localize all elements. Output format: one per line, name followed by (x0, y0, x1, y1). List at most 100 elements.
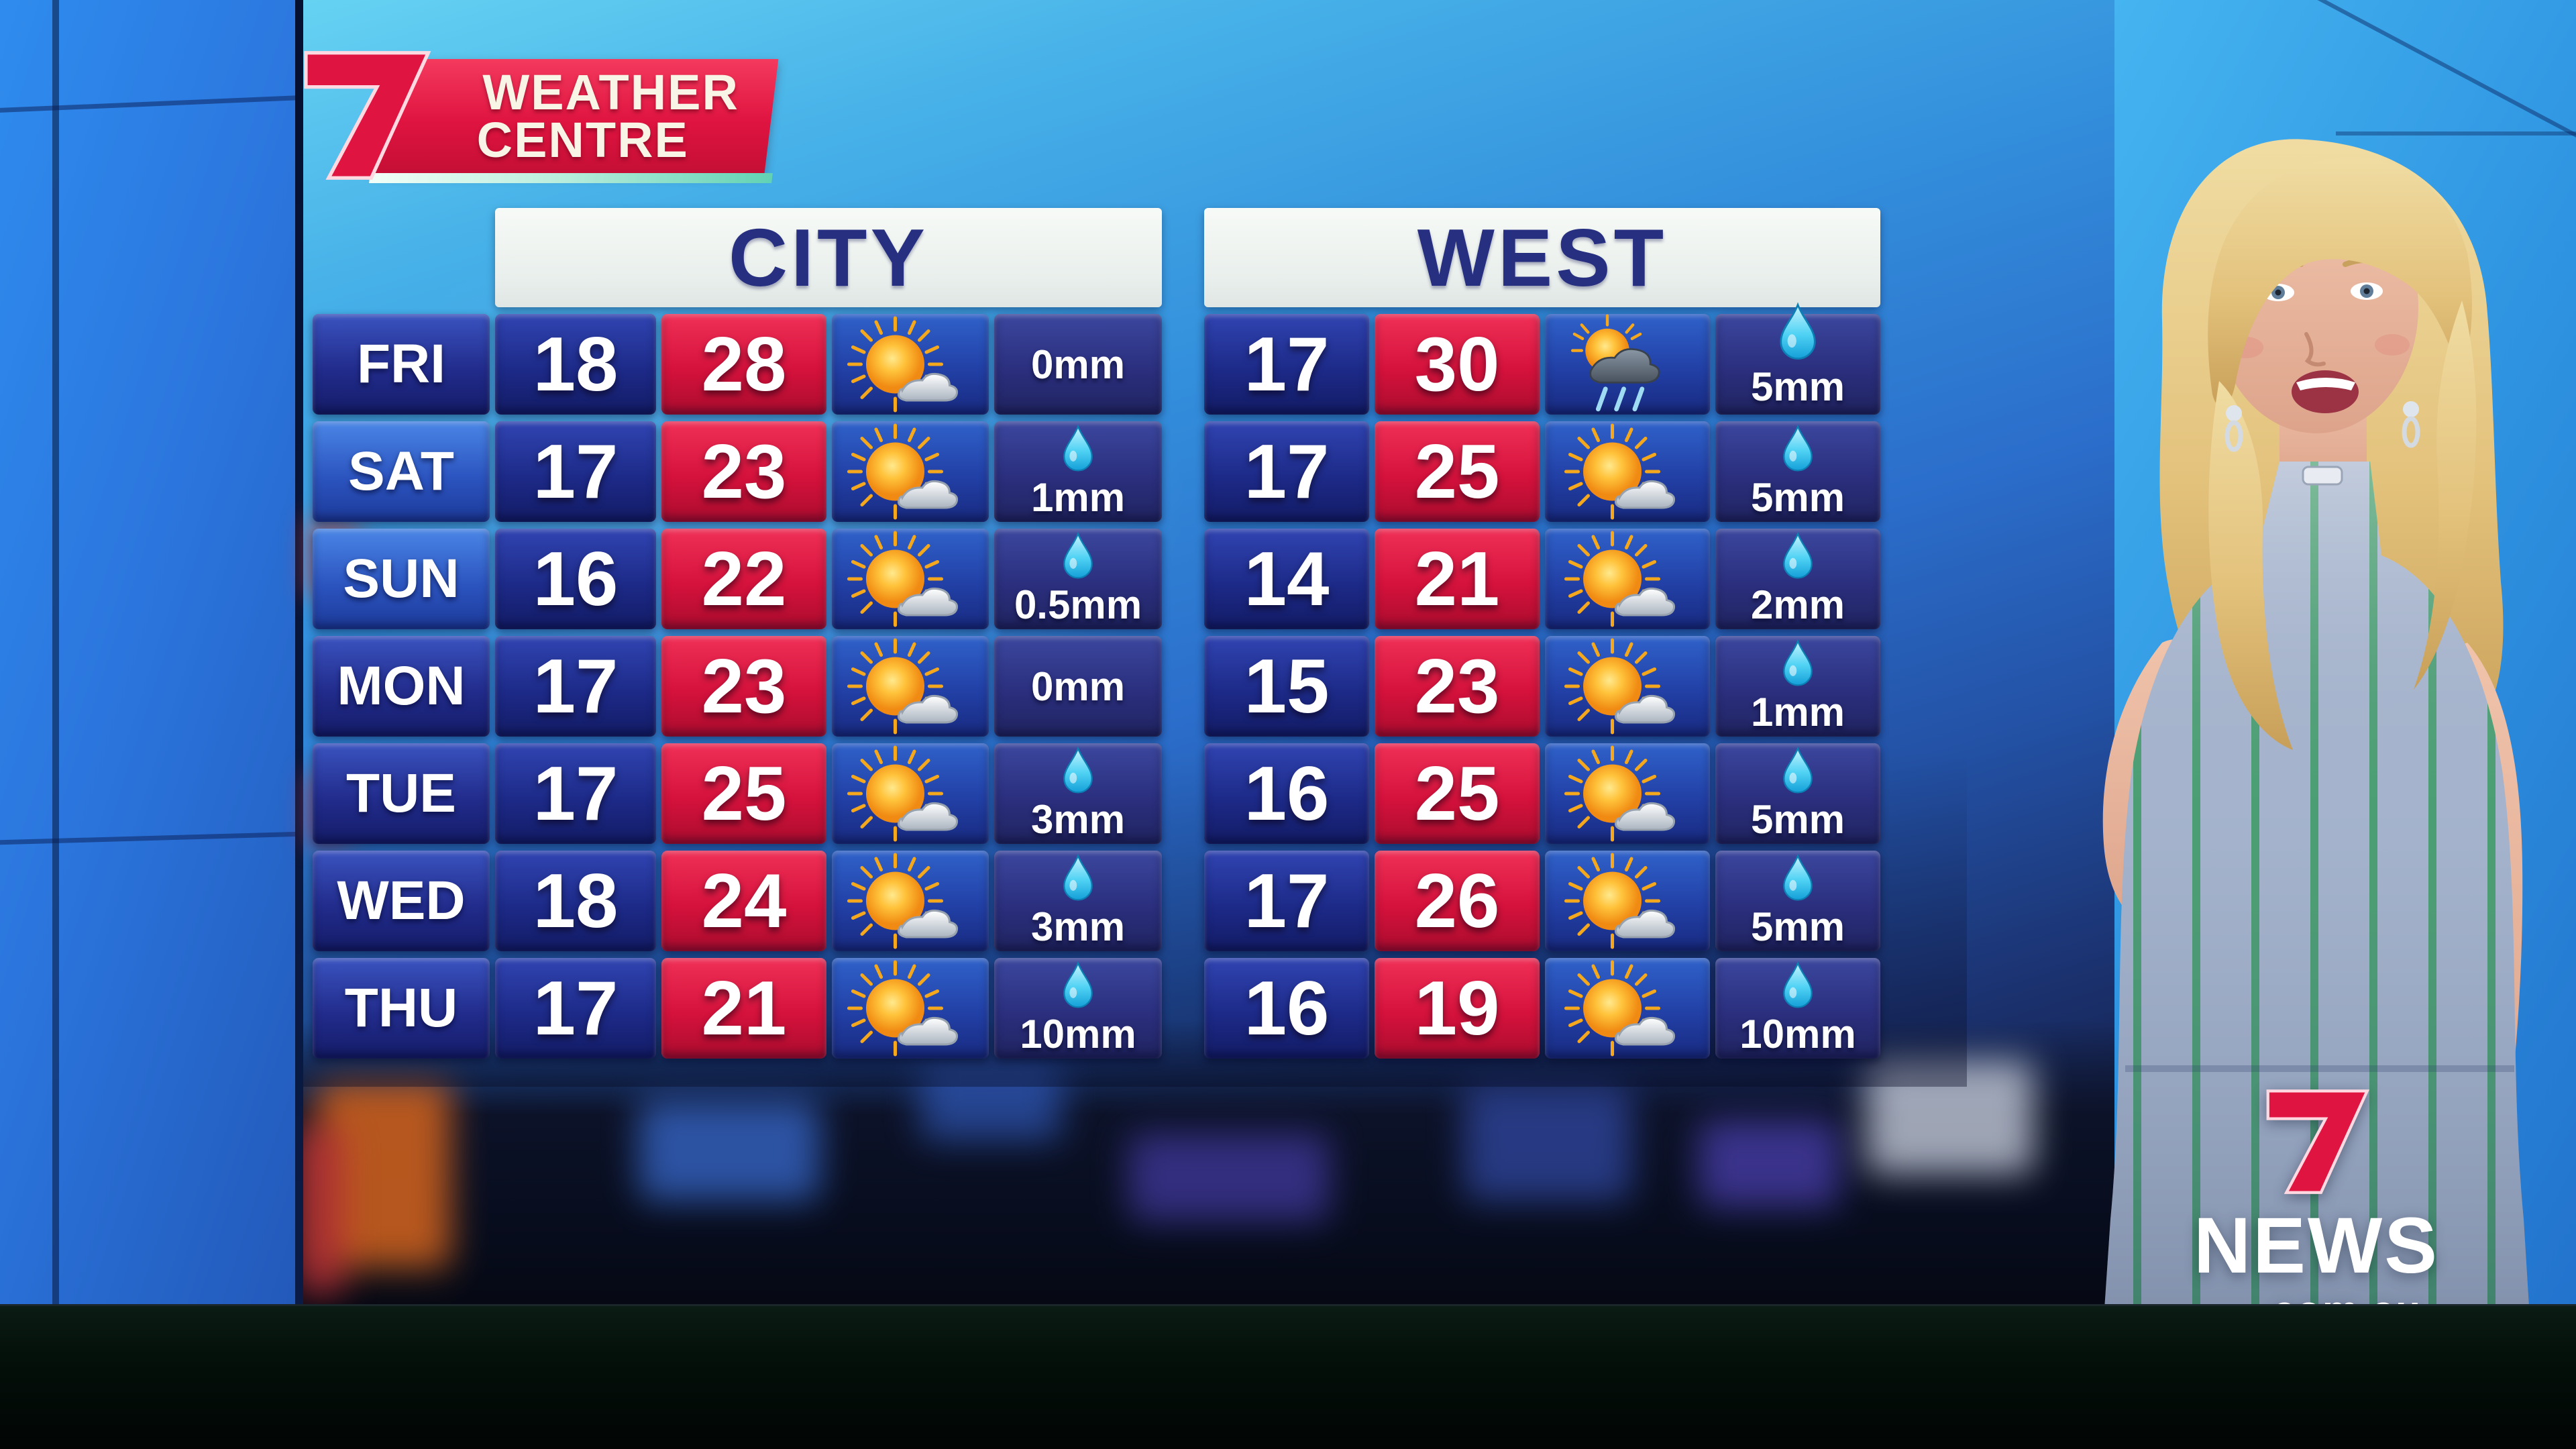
low-temp: 16 (1244, 965, 1330, 1051)
high-temp-cell: 23 (661, 421, 826, 522)
day-label: THU (344, 977, 458, 1038)
rain-drop-icon (1780, 961, 1816, 1010)
city-skyline-background (303, 1020, 2114, 1336)
high-temp-cell: 21 (661, 958, 826, 1059)
low-temp-cell: 18 (495, 314, 656, 415)
sun-cloud-icon (840, 958, 981, 1059)
high-temp: 23 (701, 429, 787, 515)
rainfall-amount: 3mm (1030, 904, 1126, 949)
weather-icon-cell (1545, 314, 1710, 415)
weather-icon-cell (1545, 636, 1710, 737)
weather-icon-cell (832, 851, 989, 951)
rainfall-amount: 5mm (1750, 796, 1845, 842)
weather-icon-cell (832, 958, 989, 1059)
day-cell: SAT (313, 421, 490, 522)
rain-drop-icon (1060, 425, 1096, 473)
rain-drop-icon (1780, 639, 1816, 688)
rainfall-cell: 0.5mm (994, 529, 1162, 629)
studio-wall-left (0, 0, 362, 1336)
low-temp-cell: 17 (495, 958, 656, 1059)
rain-drop-icon (1780, 425, 1816, 473)
rain-drop-icon (1060, 532, 1096, 580)
city-title: CITY (729, 212, 928, 303)
low-temp-cell: 14 (1204, 529, 1369, 629)
low-temp: 18 (533, 321, 619, 407)
rainfall-amount: 5mm (1750, 364, 1845, 409)
weather-icon-cell (1545, 851, 1710, 951)
city-building-blur (1128, 1134, 1330, 1221)
high-temp-cell: 25 (661, 743, 826, 844)
day-label: MON (337, 655, 466, 716)
rainfall-cell: 1mm (1715, 636, 1880, 737)
sun-cloud-icon (840, 529, 981, 629)
high-temp: 21 (1414, 536, 1500, 622)
day-label: SAT (348, 441, 454, 502)
sun-cloud-icon (840, 314, 981, 415)
weather-icon-cell (832, 743, 989, 844)
rainfall-amount: 10mm (1020, 1011, 1136, 1057)
rainfall-cell: 0mm (994, 636, 1162, 737)
weather-presenter (2095, 139, 2538, 1449)
city-building-blur (1699, 1120, 1839, 1208)
high-temp-cell: 28 (661, 314, 826, 415)
high-temp-cell: 21 (1375, 529, 1540, 629)
day-cell: SUN (313, 529, 490, 629)
seven-news-logo: NEWS .com.au (2192, 1081, 2440, 1331)
seven-network-logo-icon (2259, 1081, 2374, 1202)
low-temp-cell: 17 (1204, 314, 1369, 415)
high-temp: 21 (701, 965, 787, 1051)
high-temp-cell: 19 (1375, 958, 1540, 1059)
rainfall-cell: 5mm (1715, 314, 1880, 415)
sun-cloud-icon (1557, 851, 1698, 951)
low-temp: 14 (1244, 536, 1330, 622)
rain-drop-icon (1060, 961, 1096, 1010)
sun-cloud-icon (1557, 421, 1698, 522)
high-temp: 19 (1414, 965, 1500, 1051)
rainfall-amount: 3mm (1030, 796, 1126, 842)
wall-panel-seam (52, 0, 59, 1336)
high-temp: 25 (701, 751, 787, 837)
rainfall-cell: 1mm (994, 421, 1162, 522)
city-light-blur (303, 1127, 343, 1295)
rainfall-cell: 2mm (1715, 529, 1880, 629)
high-temp: 23 (701, 643, 787, 729)
rainfall-cell: 5mm (1715, 421, 1880, 522)
sun-cloud-icon (1557, 743, 1698, 844)
rain-drop-icon (1776, 302, 1820, 362)
weather-icon-cell (832, 636, 989, 737)
sun-cloud-icon (840, 851, 981, 951)
news-wordmark: NEWS (2194, 1201, 2439, 1290)
rainfall-amount: 1mm (1750, 689, 1845, 735)
rainfall-cell: 0mm (994, 314, 1162, 415)
west-table-header: WEST (1204, 208, 1880, 307)
day-label: TUE (346, 763, 456, 824)
high-temp: 22 (701, 536, 787, 622)
low-temp: 17 (1244, 321, 1330, 407)
low-temp-cell: 17 (495, 421, 656, 522)
rain-drop-icon (1780, 532, 1816, 580)
weather-icon-cell (832, 314, 989, 415)
low-temp: 17 (1244, 858, 1330, 944)
opera-house-blur (1866, 1060, 2034, 1174)
rain-drop-icon (1780, 854, 1816, 902)
low-temp-cell: 15 (1204, 636, 1369, 737)
high-temp-cell: 22 (661, 529, 826, 629)
high-temp: 26 (1414, 858, 1500, 944)
low-temp-cell: 17 (495, 743, 656, 844)
rainfall-amount: 0mm (1030, 341, 1126, 387)
weather-centre-banner: WEATHER CENTRE (252, 46, 795, 197)
studio-floor (0, 1304, 2576, 1449)
weather-icon-cell (1545, 743, 1710, 844)
sun-rain-icon (1557, 314, 1698, 415)
wall-panel-seam (2336, 131, 2576, 136)
weather-icon-cell (1545, 529, 1710, 629)
low-temp: 17 (533, 429, 619, 515)
sun-cloud-icon (840, 636, 981, 737)
sun-cloud-icon (840, 421, 981, 522)
high-temp-cell: 25 (1375, 421, 1540, 522)
low-temp-cell: 17 (1204, 421, 1369, 522)
low-temp: 17 (533, 751, 619, 837)
day-cell: TUE (313, 743, 490, 844)
low-temp: 15 (1244, 643, 1330, 729)
